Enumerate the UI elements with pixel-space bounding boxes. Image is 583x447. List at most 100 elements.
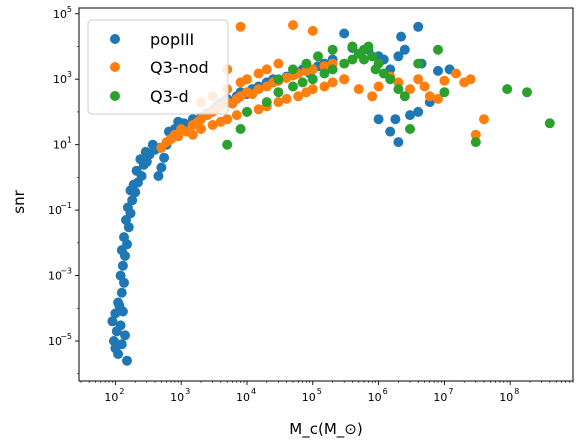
data-point [363,41,374,52]
x-tick-exponent: 6 [383,387,388,396]
data-point [313,51,323,62]
data-point [327,64,338,75]
data-point [470,129,481,140]
x-tick-exponent: 2 [119,387,124,396]
data-point [122,202,133,213]
data-point [396,31,407,42]
data-point [196,124,206,134]
data-point [544,118,555,129]
data-point [140,146,151,157]
plot-frame [78,7,574,382]
data-point [327,44,338,55]
data-point [339,74,350,85]
data-point [373,114,384,125]
data-point [393,84,404,95]
data-point [273,97,284,108]
data-point [156,162,167,173]
data-point [347,54,358,65]
data-point [253,84,264,95]
data-point [385,74,396,85]
data-point [127,195,138,206]
data-point [297,77,308,88]
data-point [359,54,369,65]
data-point [439,75,450,86]
data-point [413,74,424,85]
data-point [385,126,396,137]
x-tick-label: 10 [368,391,382,404]
data-point [327,77,338,88]
x-tick-label: 10 [236,391,250,404]
data-point [307,64,318,75]
data-point [433,44,443,55]
data-point [433,93,443,104]
data-point [119,232,129,243]
data-point [433,65,443,76]
y-tick-exponent: −5 [60,332,72,341]
data-point [399,44,410,55]
data-point [347,41,358,52]
data-point [439,87,450,98]
data-point [424,91,435,102]
legend-marker-q3-d [110,91,120,101]
data-point [116,339,127,350]
x-tick-exponent: 4 [251,387,256,396]
y-tick-exponent: −1 [60,201,72,210]
data-point [405,84,415,95]
data-point [253,68,264,79]
x-tick-label: 10 [302,391,316,404]
data-point [113,349,124,359]
data-point [307,74,318,85]
data-point [187,129,198,140]
data-point [115,320,126,331]
data-point [231,110,242,121]
data-point [131,165,142,176]
data-point [301,58,312,69]
x-axis-label: M_c(M_⊙) [289,420,362,439]
x-tick-exponent: 3 [185,387,190,396]
legend-label-q3-nod: Q3-nod [150,58,209,77]
data-point [405,124,415,134]
data-point [339,58,350,69]
data-point [261,64,272,75]
data-point [522,87,532,98]
y-tick-label: 10 [48,204,62,217]
data-point [393,51,404,62]
data-point [242,74,252,85]
data-point [116,287,127,298]
data-point [470,137,481,148]
legend-marker-popiii [110,34,120,44]
data-point [273,74,284,85]
data-point [222,139,233,150]
data-point [261,97,272,108]
y-axis-label: snr [10,189,28,213]
data-point [367,51,378,62]
data-point [319,68,330,79]
y-tick-label: 10 [48,335,62,348]
data-point [319,81,330,92]
data-point [339,28,350,39]
data-point [370,64,381,75]
data-point [367,91,378,102]
data-point [413,58,424,69]
data-point [222,114,233,125]
data-point [373,81,384,92]
data-point [107,316,118,327]
data-point [390,114,401,125]
data-point [235,21,246,32]
legend: popIII Q3-nod Q3-d [87,19,229,115]
data-point [399,91,410,102]
data-point [113,297,124,308]
y-tick-exponent: 1 [67,136,72,145]
data-point [419,81,430,92]
x-tick-exponent: 8 [514,387,519,396]
data-point [307,84,318,95]
data-point [479,114,489,125]
data-point [307,25,318,36]
x-axis: 10 2 10 3 10 4 10 5 10 6 10 7 10 8 [80,381,574,404]
data-point [117,260,128,271]
data-point [135,154,146,165]
data-point [393,137,404,148]
legend-label-popiii: popIII [150,30,194,49]
data-point [207,120,218,130]
